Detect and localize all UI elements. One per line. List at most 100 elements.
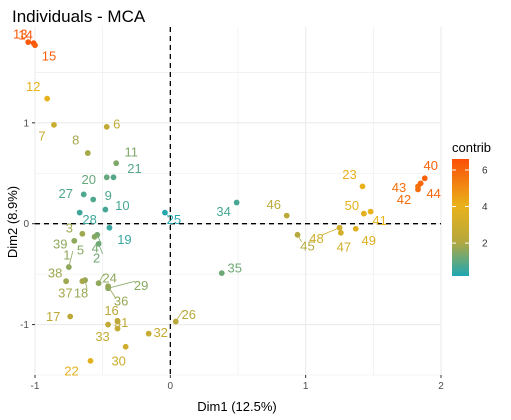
data-point <box>113 160 120 167</box>
data-point <box>65 264 72 270</box>
data-points <box>25 39 428 364</box>
point-label: 30 <box>111 353 125 368</box>
point-label: 12 <box>26 79 40 94</box>
point-label: 14 <box>18 28 32 43</box>
point-label: 23 <box>342 167 356 182</box>
point-label: 35 <box>228 261 242 276</box>
data-point <box>122 343 129 350</box>
data-point <box>25 39 32 46</box>
data-point <box>360 210 367 217</box>
point-label: 21 <box>127 161 141 176</box>
data-point <box>87 357 94 364</box>
point-label: 17 <box>46 309 60 324</box>
point-label: 42 <box>397 192 411 207</box>
data-point <box>145 330 152 337</box>
data-point <box>172 318 179 325</box>
axes: -1 0 1 2 -1 0 1 <box>20 118 444 392</box>
data-point <box>114 325 121 332</box>
data-point <box>367 208 374 215</box>
data-point <box>337 229 344 236</box>
data-point <box>84 150 91 156</box>
point-label: 6 <box>113 116 120 131</box>
point-label: 25 <box>167 212 181 227</box>
x-tick-label: 2 <box>438 381 444 392</box>
point-label: 8 <box>72 133 79 148</box>
legend-ticks: 2 4 6 <box>452 165 488 250</box>
data-point <box>67 313 74 320</box>
data-point <box>110 174 117 181</box>
data-point <box>421 175 428 182</box>
point-label: 22 <box>64 363 78 378</box>
data-point <box>80 191 87 198</box>
point-label: 44 <box>426 186 440 201</box>
point-label: 29 <box>134 278 148 293</box>
legend-title: contrib <box>452 140 491 155</box>
contrib-legend: contrib 2 4 6 <box>452 140 491 276</box>
point-label: 28 <box>82 212 96 227</box>
data-point <box>63 278 70 285</box>
point-label: 43 <box>392 180 406 195</box>
x-tick-label: -1 <box>31 381 40 392</box>
data-point <box>103 174 110 181</box>
point-label: 36 <box>114 294 128 309</box>
data-point <box>90 196 97 203</box>
point-label: 20 <box>81 172 95 187</box>
point-label: 19 <box>117 232 131 247</box>
point-label: 41 <box>372 213 386 228</box>
point-label: 40 <box>424 158 438 173</box>
reference-lines <box>35 27 441 375</box>
point-label: 39 <box>53 236 67 251</box>
data-point <box>352 225 359 232</box>
chart-title: Individuals - MCA <box>12 7 146 26</box>
data-point <box>105 321 111 328</box>
point-label: 33 <box>95 329 109 344</box>
point-label: 49 <box>362 233 376 248</box>
point-label: 47 <box>337 239 351 254</box>
x-tick-label: 0 <box>168 381 174 392</box>
y-tick-label: 1 <box>23 118 29 129</box>
point-label: 9 <box>105 188 112 203</box>
data-point <box>417 180 424 187</box>
y-tick-label: -1 <box>20 320 29 331</box>
point-label: 10 <box>115 198 129 213</box>
point-label: 15 <box>42 49 56 64</box>
data-point <box>103 123 110 130</box>
data-point <box>105 283 111 290</box>
point-label: 37 <box>58 286 72 301</box>
point-label: 34 <box>216 204 230 219</box>
point-label: 18 <box>74 286 88 301</box>
legend-tick-label: 6 <box>482 165 488 176</box>
data-point <box>336 224 343 231</box>
data-point <box>114 318 121 325</box>
label-connector <box>107 280 136 289</box>
legend-tick-label: 2 <box>482 239 488 250</box>
data-point <box>218 270 225 277</box>
point-label: 16 <box>104 303 118 318</box>
legend-colorbar <box>452 159 469 276</box>
y-tick-label: 0 <box>23 219 29 230</box>
y-axis-label: Dim2 (8.9%) <box>5 186 20 258</box>
point-label: 38 <box>48 266 62 281</box>
point-label: 24 <box>102 271 116 286</box>
point-label: 45 <box>300 238 314 253</box>
point-label: 48 <box>309 231 323 246</box>
point-label: 3 <box>66 220 73 235</box>
label-connector <box>322 227 340 236</box>
x-axis-label: Dim1 (12.5%) <box>197 399 276 414</box>
point-label: 31 <box>114 315 128 330</box>
point-label: 4 <box>92 240 99 255</box>
data-point <box>294 231 301 238</box>
data-point <box>95 280 102 287</box>
point-label: 46 <box>266 197 280 212</box>
data-point <box>106 224 113 231</box>
point-label: 27 <box>58 186 72 201</box>
point-label: 13 <box>13 27 27 42</box>
point-label: 2 <box>93 250 100 265</box>
data-point <box>91 233 98 240</box>
legend-tick-label: 4 <box>482 202 488 213</box>
data-point <box>71 237 78 244</box>
point-label: 11 <box>124 145 138 160</box>
point-label: 1 <box>63 248 70 263</box>
